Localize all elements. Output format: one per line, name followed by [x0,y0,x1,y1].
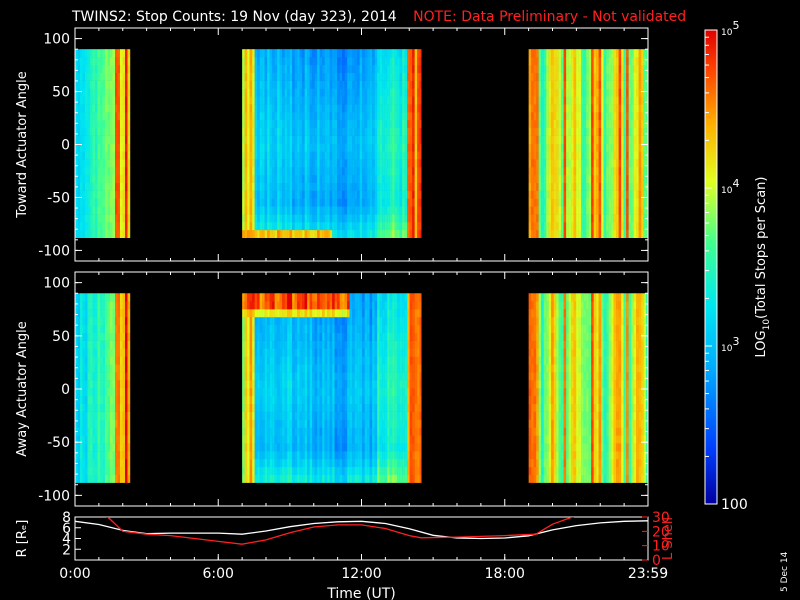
lshell-tick-label: 30 [652,510,670,526]
colorbar: 105 104 103 100 LOG10(Total Stops per Scan) [704,19,772,513]
x-tick-label: 0:00 [59,566,90,582]
preliminary-note: NOTE: Data Preliminary - Not validated [413,9,686,25]
data-interval-2 [528,293,649,483]
lshell-axis-label: L Shell [661,517,676,560]
y-tick-label: 100 [43,276,70,292]
r-axis-label: R [Rₑ] [15,520,30,558]
data-interval-1 [242,293,422,483]
lshell-tick-label: 20 [652,524,670,540]
toward-angle-panel: -100 -50 0 50 100 Toward Actuator Angle [15,27,649,262]
r-tick-label: 2 [62,542,71,558]
lshell-series-line [106,517,575,545]
chart-title: TWINS2: Stop Counts: 19 Nov (day 323), 2… [71,9,397,25]
y-tick-label: -100 [38,243,70,259]
r-tick-label: 4 [62,532,71,548]
y-axis-label: Away Actuator Angle [15,321,30,456]
colorbar-tick-label: 104 [721,177,739,196]
x-axis-label: Time (UT) [326,586,395,600]
colorbar-gradient [704,29,718,505]
colorbar-tick-label: 103 [721,335,739,354]
data-interval-1 [242,49,422,238]
y-tick-label: 100 [43,32,70,48]
y-tick-label: 50 [52,85,70,101]
y-tick-label: -100 [38,488,70,504]
x-tick-label: 23:59 [628,566,668,582]
data-interval-0 [75,293,131,483]
lshell-tick-label: 10 [652,539,670,555]
y-tick-label: 0 [61,138,70,154]
y-tick-label: -50 [47,190,70,206]
r-series-line [75,520,648,540]
r-tick-label: 6 [62,521,71,537]
colorbar-label: LOG10(Total Stops per Scan) [754,177,772,358]
y-tick-label: 0 [61,382,70,398]
data-interval-0 [75,49,131,238]
y-tick-label: 50 [52,329,70,345]
colorbar-tick-label: 100 [721,497,748,513]
lshell-tick-label: 0 [652,553,661,569]
y-tick-label: -50 [47,435,70,451]
away-angle-panel: -100 -50 0 50 100 Away Actuator Angle [15,271,649,507]
orbit-frame [74,516,649,561]
x-tick-label: 6:00 [203,566,234,582]
svg-text:TWINS2: Stop Counts: 19 Nov (d: TWINS2: Stop Counts: 19 Nov (day 323), 2… [71,9,686,25]
colorbar-tick-label: 105 [721,19,739,38]
r-tick-label: 8 [62,510,71,526]
data-interval-2 [528,49,649,238]
date-stamp: 5 Dec 14 [780,551,790,592]
x-tick-label: 18:00 [485,566,525,582]
y-axis-label: Toward Actuator Angle [15,71,30,218]
x-tick-label: 12:00 [341,566,381,582]
